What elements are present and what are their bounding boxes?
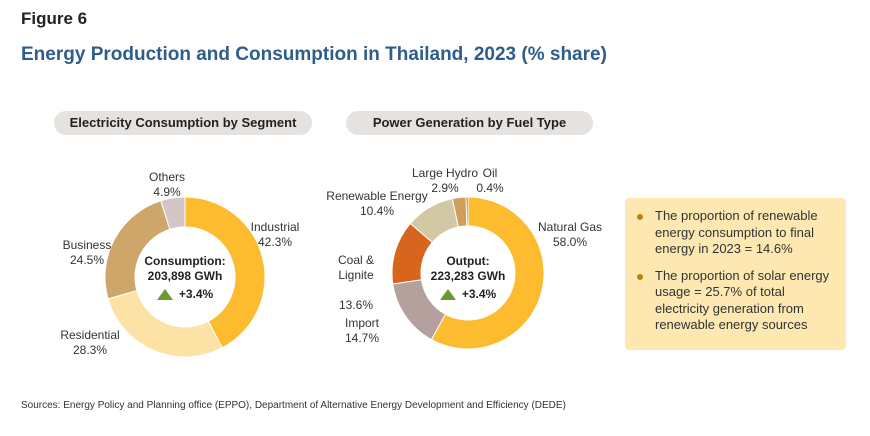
slice-name: Import — [344, 316, 379, 330]
up-arrow-icon — [156, 289, 173, 300]
slice-value: 24.5% — [69, 253, 105, 267]
slice-value: 0.4% — [476, 181, 504, 195]
slice-label-coal-lignite: Coal & Lignite 13.6% — [331, 238, 381, 328]
slice-value: 58.0% — [552, 235, 588, 249]
up-arrow-icon — [439, 289, 456, 300]
page-title: Energy Production and Consumption in Tha… — [21, 44, 607, 65]
donut-slice-oil — [465, 197, 469, 227]
growth-value: +3.4% — [178, 287, 214, 301]
slice-label-residential: Residential 28.3% — [48, 328, 132, 358]
growth-value: +3.4% — [461, 287, 497, 301]
slice-value: 28.3% — [72, 343, 108, 357]
slice-name: Business — [62, 238, 112, 252]
slice-name: Industrial — [250, 220, 300, 234]
sources-note: Sources: Energy Policy and Planning offi… — [21, 400, 566, 411]
slice-value: 13.6% — [338, 298, 374, 312]
key-fact-item: The proportion of solar energy usage = 2… — [635, 268, 838, 334]
center-value: 223,283 GWh — [430, 269, 506, 283]
donut-slice-natural-gas — [430, 197, 544, 349]
bullet-icon — [637, 214, 643, 220]
center-label: Consumption: — [144, 254, 226, 268]
bullet-icon — [637, 273, 643, 280]
slice-value: 42.3% — [257, 235, 293, 249]
slice-name: Renewable Energy — [326, 189, 428, 203]
donut-slice-industrial — [184, 197, 265, 349]
figure-label: Figure 6 — [21, 9, 88, 28]
slice-label-business: Business 24.5% — [55, 238, 119, 268]
growth-indicator: +3.4% — [135, 287, 235, 302]
slice-value: 10.4% — [359, 204, 395, 218]
consumption-chart-title: Electricity Consumption by Segment — [54, 111, 312, 135]
key-facts-box: The proportion of renewable energy consu… — [625, 198, 846, 350]
slice-label-industrial: Industrial 42.3% — [250, 220, 300, 250]
slice-label-natural-gas: Natural Gas 58.0% — [532, 220, 608, 250]
center-value: 203,898 GWh — [147, 269, 223, 283]
slice-name: Oil — [482, 166, 498, 180]
slice-label-renewable: Renewable Energy 10.4% — [322, 189, 432, 219]
slice-name: Natural Gas — [537, 220, 603, 234]
consumption-center-label: Consumption: 203,898 GWh +3.4% — [135, 254, 235, 302]
slice-label-others: Others 4.9% — [137, 170, 197, 200]
slice-name: Coal & Lignite — [337, 253, 375, 282]
slice-value: 14.7% — [344, 331, 380, 345]
consumption-donut-chart — [105, 197, 265, 357]
slice-name: Large Hydro — [411, 166, 479, 180]
key-fact-text: The proportion of solar energy usage = 2… — [655, 267, 830, 333]
slice-value: 2.9% — [431, 181, 459, 195]
generation-chart-title: Power Generation by Fuel Type — [346, 111, 593, 135]
slice-label-import: Import 14.7% — [337, 316, 387, 346]
slice-label-large-hydro: Large Hydro 2.9% — [410, 166, 480, 196]
key-fact-item: The proportion of renewable energy consu… — [635, 208, 838, 258]
generation-center-label: Output: 223,283 GWh +3.4% — [418, 254, 518, 302]
slice-value: 4.9% — [153, 185, 181, 199]
growth-indicator: +3.4% — [418, 287, 518, 302]
generation-donut-chart — [392, 197, 544, 349]
slice-name: Others — [148, 170, 185, 184]
slice-label-oil: Oil 0.4% — [474, 166, 506, 196]
center-label: Output: — [446, 254, 490, 268]
key-fact-text: The proportion of renewable energy consu… — [655, 208, 818, 256]
donut-slice-others — [160, 197, 186, 230]
slice-name: Residential — [60, 328, 120, 342]
